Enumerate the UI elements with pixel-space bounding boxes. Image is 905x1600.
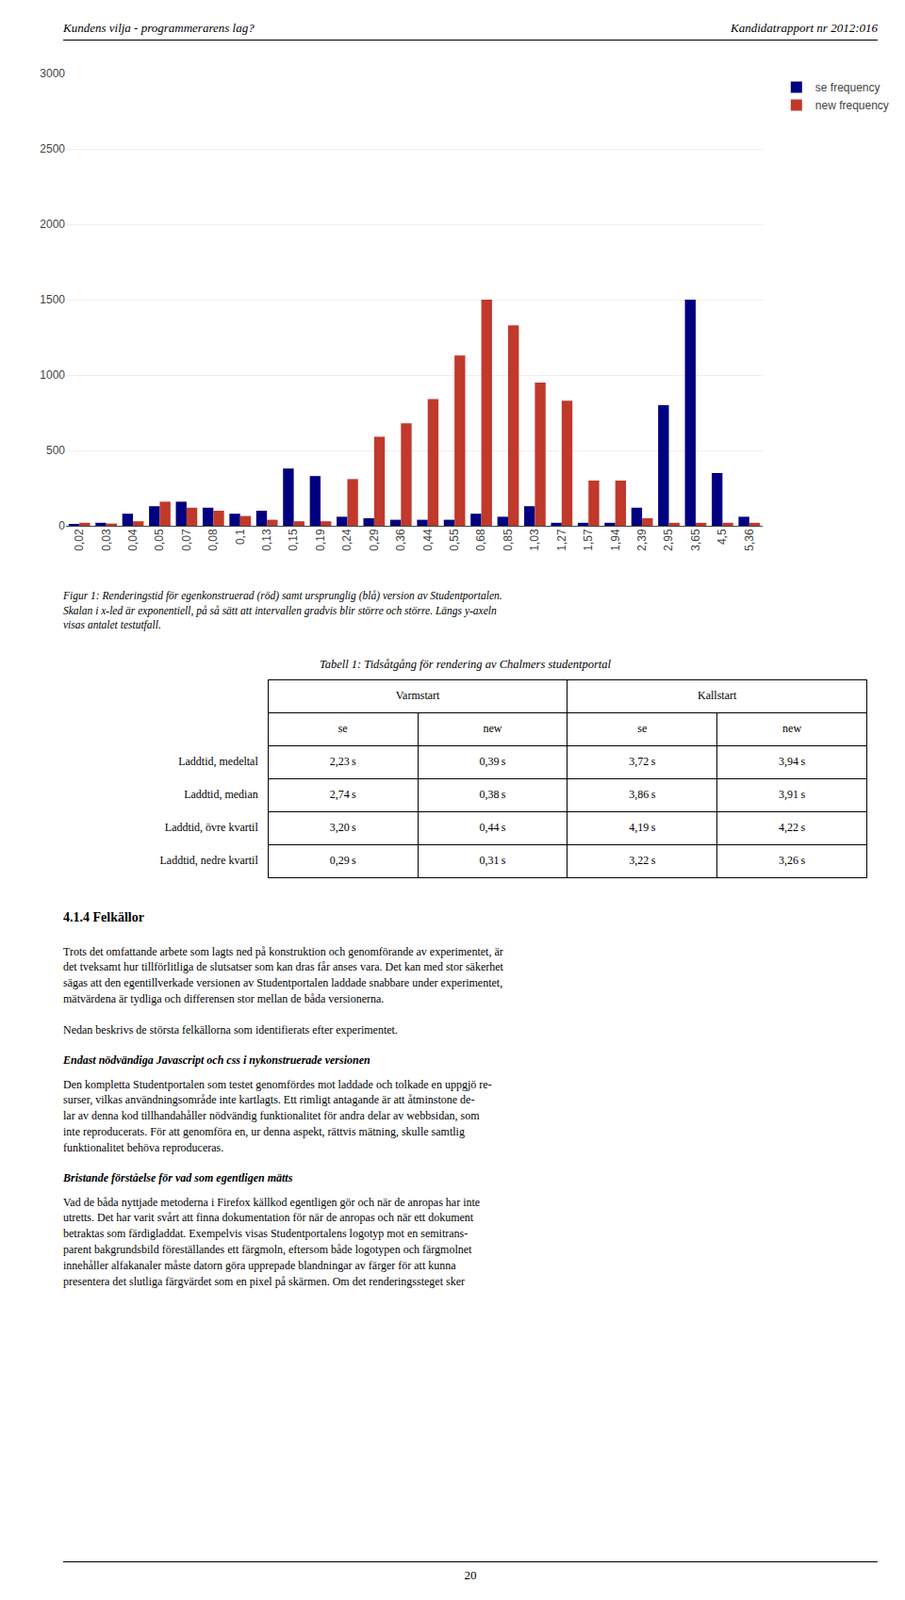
svg-text:0,55: 0,55 (447, 528, 461, 552)
svg-text:0,03: 0,03 (99, 528, 114, 552)
svg-text:1,57: 1,57 (581, 528, 595, 552)
html-text:se: se (637, 722, 647, 736)
html-text:3,20 s: 3,20 s (329, 821, 357, 835)
html-text:0,39 s: 0,39 s (479, 755, 506, 769)
html-text:0,38 s: 0,38 s (479, 788, 506, 802)
html-text:Bristande förståelse för vad s: Bristande förståelse för vad som egentli… (63, 1171, 293, 1185)
svg-text:0,08: 0,08 (206, 528, 220, 552)
html-text:0,31 s: 0,31 s (479, 854, 506, 868)
html-text:Endast nödvändiga Javascript o: Endast nödvändiga Javascript och css i n… (63, 1053, 371, 1067)
html-text:Varmstart: Varmstart (395, 689, 440, 703)
svg-text:0,07: 0,07 (180, 528, 194, 552)
svg-text:0,36: 0,36 (394, 528, 408, 552)
html-text:2,74 s: 2,74 s (329, 788, 357, 802)
html-text:Laddtid, median: Laddtid, median (183, 788, 259, 802)
html-text:0,44 s: 0,44 s (479, 821, 506, 835)
svg-text:0,15: 0,15 (287, 528, 301, 552)
svg-text:0,19: 0,19 (313, 528, 328, 552)
html-text:Laddtid, övre kvartil: Laddtid, övre kvartil (164, 821, 259, 835)
html-text:Laddtid, medeltal: Laddtid, medeltal (178, 755, 259, 769)
html-text:Den kompletta Studentportalen: Den kompletta Studentportalen som testet… (63, 1077, 492, 1155)
svg-text:0,68: 0,68 (474, 528, 488, 552)
html-text:Kandidatrapport nr 2012:016: Kandidatrapport nr 2012:016 (730, 20, 878, 35)
html-text:Trots det omfattande arbete so: Trots det omfattande arbete som lagts ne… (63, 945, 504, 1006)
html-text:Laddtid, nedre kvartil: Laddtid, nedre kvartil (159, 854, 259, 868)
html-text:new: new (483, 722, 502, 736)
html-text:4,22 s: 4,22 s (778, 821, 806, 835)
html-text:3,22 s: 3,22 s (628, 854, 656, 868)
svg-text:2000: 2000 (39, 217, 66, 231)
svg-text:0,13: 0,13 (260, 528, 274, 552)
svg-text:2500: 2500 (39, 142, 66, 156)
html-text:Figur 1: Renderingstid för ege: Figur 1: Renderingstid för egenkonstruer… (63, 590, 503, 631)
svg-text:4,5: 4,5 (715, 528, 729, 545)
svg-text:5,36: 5,36 (742, 528, 757, 552)
svg-text:0,29: 0,29 (367, 528, 381, 552)
svg-text:0: 0 (58, 519, 66, 533)
svg-text:se frequency: se frequency (815, 81, 881, 95)
svg-text:0,02: 0,02 (72, 528, 86, 552)
svg-text:0,05: 0,05 (152, 528, 166, 552)
svg-text:0,1: 0,1 (233, 528, 247, 545)
svg-text:3000: 3000 (39, 66, 66, 81)
html-text:3,94 s: 3,94 s (778, 755, 806, 769)
html-text:se: se (338, 722, 348, 736)
svg-text:2,95: 2,95 (661, 528, 675, 552)
svg-text:0,24: 0,24 (340, 528, 354, 552)
html-text:3,91 s: 3,91 s (778, 788, 806, 802)
html-text:Nedan beskrivs de största felk: Nedan beskrivs de största felkällorna so… (63, 1023, 398, 1037)
html-text:3,86 s: 3,86 s (628, 788, 656, 802)
svg-text:2,39: 2,39 (635, 528, 649, 552)
html-text:Tabell 1: Tidsåtgång för rende: Tabell 1: Tidsåtgång för rendering av Ch… (319, 657, 611, 671)
svg-text:0,85: 0,85 (501, 528, 515, 552)
svg-text:1,94: 1,94 (608, 528, 623, 552)
svg-text:1,27: 1,27 (555, 528, 569, 552)
svg-text:1,03: 1,03 (527, 528, 542, 552)
html-text:4,19 s: 4,19 s (628, 821, 656, 835)
svg-text:0,04: 0,04 (126, 528, 140, 552)
html-text:4.1.4 Felkällor: 4.1.4 Felkällor (63, 910, 145, 925)
svg-text:1000: 1000 (39, 368, 66, 382)
html-text:20: 20 (464, 1568, 477, 1583)
html-text:0,29 s: 0,29 s (329, 854, 357, 868)
svg-text:1500: 1500 (39, 293, 66, 307)
svg-text:new frequency: new frequency (815, 98, 889, 113)
svg-text:0,44: 0,44 (421, 528, 435, 552)
html-text:Kundens vilja - programmeraren: Kundens vilja - programmerarens lag? (63, 20, 255, 35)
html-text:new: new (782, 722, 802, 736)
html-text:3,26 s: 3,26 s (778, 854, 806, 868)
svg-text:500: 500 (46, 444, 66, 458)
html-text:Vad de båda nyttjade metoderna: Vad de båda nyttjade metoderna i Firefox… (63, 1195, 481, 1289)
html-text:2,23 s: 2,23 s (329, 755, 357, 769)
html-text:Kallstart: Kallstart (697, 689, 737, 703)
svg-text:3,65: 3,65 (689, 528, 703, 552)
html-text:3,72 s: 3,72 s (628, 755, 656, 769)
